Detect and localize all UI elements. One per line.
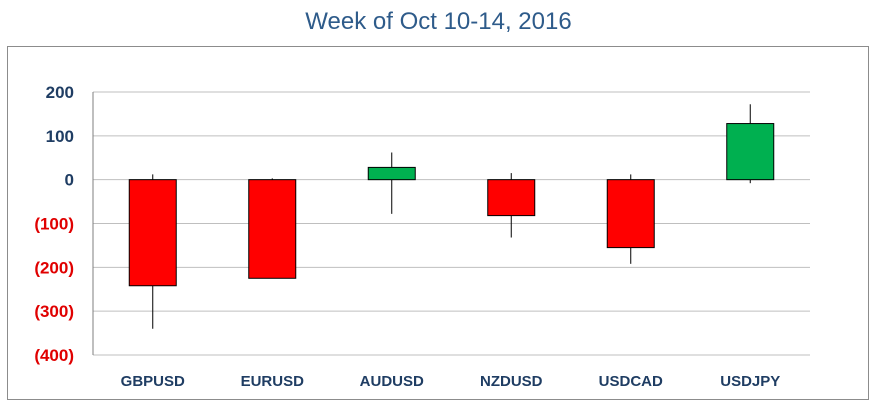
plot-frame: [7, 46, 869, 400]
gridlines: [92, 91, 810, 356]
candle: [606, 174, 655, 264]
x-category-label: USDCAD: [599, 373, 663, 390]
y-tick-label: (300): [34, 302, 74, 321]
candle: [367, 152, 416, 214]
candle: [487, 173, 536, 238]
chart-title: Week of Oct 10-14, 2016: [305, 8, 572, 35]
candle-body: [606, 179, 655, 249]
candles: [128, 104, 775, 329]
y-tick-label: 100: [46, 127, 74, 146]
candle: [128, 174, 177, 329]
x-category-label: GBPUSD: [121, 373, 185, 390]
y-tick-label: (200): [34, 258, 74, 277]
y-tick-label: (400): [34, 346, 74, 365]
y-tick-label: (100): [34, 215, 74, 234]
y-axis-ticks: 200 100 0 (100) (200) (300) (400): [34, 83, 74, 365]
x-category-label: AUDUSD: [360, 373, 424, 390]
candle-body: [487, 179, 536, 217]
candle-body: [128, 179, 177, 287]
x-category-label: USDJPY: [720, 373, 780, 390]
x-category-label: EURUSD: [241, 373, 305, 390]
candle: [726, 104, 775, 184]
candle-body: [367, 166, 416, 181]
y-tick-label: 200: [46, 83, 74, 102]
candle: [248, 178, 297, 279]
candle-body: [726, 123, 775, 181]
candle-body: [248, 179, 297, 279]
y-tick-label: 0: [65, 171, 74, 190]
x-category-label: NZDUSD: [480, 373, 543, 390]
x-axis-categories: GBPUSD EURUSD AUDUSD NZDUSD USDCAD USDJPY: [121, 373, 781, 390]
